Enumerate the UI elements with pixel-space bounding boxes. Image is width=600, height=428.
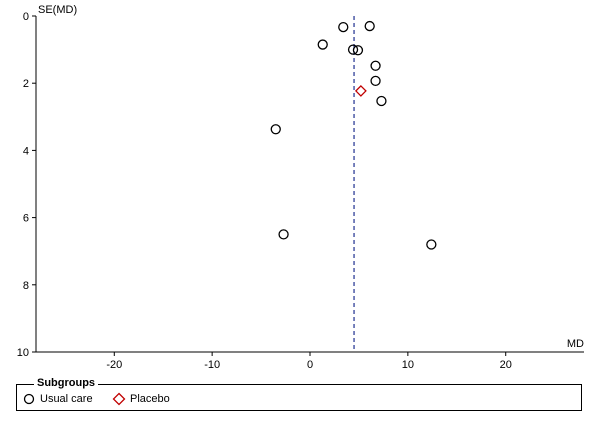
circle-marker-icon <box>23 393 35 405</box>
x-tick-label: -20 <box>106 359 122 371</box>
y-tick-label: 6 <box>23 213 29 225</box>
usual-care-point <box>370 75 381 86</box>
usual-care-point <box>370 60 381 71</box>
usual-care-point <box>270 124 281 135</box>
usual-care-point <box>352 45 364 56</box>
usual-care-point <box>376 95 387 107</box>
legend-item-usual-care: Usual care <box>22 392 93 406</box>
legend-item-placebo: Placebo <box>112 392 170 406</box>
x-tick-label: 0 <box>307 359 313 371</box>
y-tick-label: 2 <box>23 78 29 90</box>
x-tick-label: 10 <box>402 359 414 371</box>
legend-title: Subgroups <box>34 377 99 389</box>
y-tick-label: 10 <box>17 347 29 359</box>
y-tick-label: 8 <box>23 280 29 292</box>
usual-care-point <box>278 229 289 240</box>
data-marks <box>270 20 437 250</box>
legend-box <box>16 384 582 411</box>
usual-care-point <box>338 21 349 33</box>
x-axis-label: MD <box>567 338 584 350</box>
y-tick-label: 0 <box>23 11 29 23</box>
placebo-point <box>354 85 367 97</box>
usual-care-point <box>317 39 328 50</box>
ticks: 0 2 4 6 8 10 -20 -10 0 10 20 <box>17 11 512 371</box>
usual-care-point <box>426 239 437 250</box>
axes <box>35 16 584 353</box>
x-tick-label: -10 <box>204 359 220 371</box>
x-tick-label: 20 <box>500 359 512 371</box>
usual-care-point <box>347 44 359 55</box>
y-axis-label: SE(MD) <box>38 4 77 16</box>
diamond-marker-icon <box>112 392 126 406</box>
legend-label-placebo: Placebo <box>130 393 170 405</box>
usual-care-point <box>364 20 375 32</box>
legend-label-usual-care: Usual care <box>40 393 93 405</box>
y-tick-label: 4 <box>23 145 29 157</box>
